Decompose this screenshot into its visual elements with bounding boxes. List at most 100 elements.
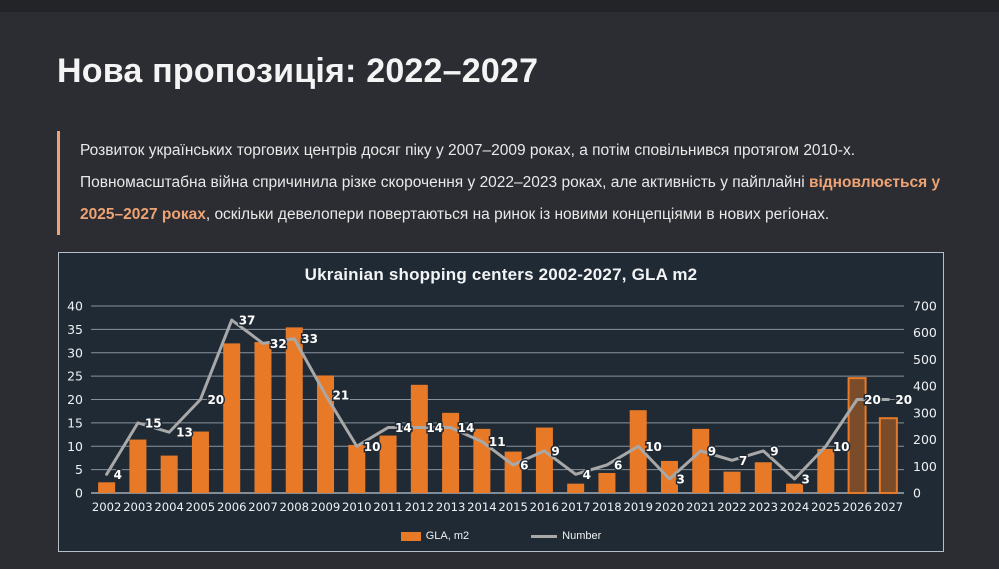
left-axis-tick: 20	[67, 392, 83, 407]
data-label: 10	[364, 440, 381, 454]
bar	[129, 439, 147, 493]
x-axis-label: 2011	[373, 500, 403, 514]
bar	[317, 375, 335, 493]
legend-label-gla: GLA, m2	[425, 530, 470, 542]
bar	[254, 342, 272, 493]
x-axis-label: 2005	[186, 500, 216, 514]
bar	[410, 384, 428, 493]
x-axis-label: 2007	[248, 500, 278, 514]
legend-item-number: Number	[531, 530, 601, 542]
bar	[285, 327, 303, 493]
x-axis-label: 2019	[623, 500, 653, 514]
bar-forecast	[878, 417, 898, 494]
data-label: 10	[833, 440, 850, 454]
right-axis-tick: 200	[913, 432, 937, 447]
data-label: 4	[114, 468, 122, 482]
data-label: 33	[301, 332, 318, 346]
x-axis-label: 2017	[561, 500, 591, 514]
data-label: 3	[676, 472, 684, 486]
intro-text: Розвиток українських торгових центрів до…	[80, 142, 940, 223]
x-axis-label: 2014	[467, 500, 497, 514]
x-axis-label: 2026	[842, 500, 872, 514]
legend-label-number: Number	[562, 530, 602, 542]
bar	[348, 444, 366, 493]
chart-legend: GLA, m2 Number	[59, 530, 943, 542]
bar	[629, 410, 647, 493]
data-label: 14	[458, 421, 475, 435]
data-label: 13	[176, 426, 193, 440]
right-axis-tick: 100	[913, 459, 937, 474]
window-top-strip	[0, 0, 999, 12]
x-axis-label: 2018	[592, 500, 622, 514]
data-label: 15	[145, 416, 162, 430]
bar-swatch-icon	[400, 531, 421, 541]
data-label: 21	[333, 388, 350, 402]
bar	[191, 431, 209, 493]
data-label: 9	[708, 444, 716, 458]
bar	[98, 482, 116, 493]
x-axis-label: 2023	[749, 500, 779, 514]
left-axis-tick: 40	[67, 299, 83, 314]
page-title: Нова пропозиція: 2022–2027	[57, 52, 539, 90]
data-label: 6	[614, 458, 622, 472]
line-swatch-icon	[531, 534, 558, 538]
bar	[504, 451, 522, 493]
intro-segment: , оскільки девелопери повертаються на ри…	[205, 206, 830, 223]
bar	[442, 412, 460, 493]
data-label: 14	[395, 421, 412, 435]
right-axis-tick: 500	[913, 352, 937, 367]
data-label: 7	[739, 454, 747, 468]
left-axis-tick: 10	[67, 439, 83, 454]
bar	[567, 483, 585, 493]
x-axis-label: 2021	[686, 500, 716, 514]
x-axis-label: 2027	[874, 500, 904, 514]
bar	[598, 472, 616, 493]
x-axis-label: 2002	[92, 500, 122, 514]
bar	[723, 471, 741, 493]
data-label: 14	[426, 421, 443, 435]
x-axis-label: 2006	[217, 500, 247, 514]
data-label: 20	[207, 393, 224, 407]
intro-paragraph: Розвиток українських торгових центрів до…	[57, 131, 941, 235]
combo-chart: 0510152025303540010020030040050060070020…	[67, 299, 937, 515]
data-label: 32	[270, 337, 287, 351]
intro-segment: Розвиток українських торгових центрів до…	[80, 142, 856, 191]
legend-item-gla: GLA, m2	[400, 530, 470, 542]
data-label: 9	[770, 444, 778, 458]
bar	[223, 343, 241, 493]
x-axis-label: 2024	[780, 500, 810, 514]
x-axis-label: 2003	[123, 500, 153, 514]
line-series	[105, 318, 890, 481]
bar-forecast	[847, 377, 867, 494]
bar	[379, 435, 397, 493]
bar	[817, 448, 835, 493]
chart-panel: Ukrainian shopping centers 2002-2027, GL…	[58, 252, 944, 552]
x-axis-label: 2012	[405, 500, 435, 514]
x-axis-label: 2020	[655, 500, 685, 514]
x-axis-label: 2010	[342, 500, 372, 514]
left-axis-tick: 15	[67, 415, 83, 430]
right-axis-tick: 400	[913, 379, 937, 394]
bar	[786, 483, 804, 493]
x-axis-label: 2025	[811, 500, 841, 514]
bar	[692, 428, 710, 493]
data-label: 9	[551, 444, 559, 458]
data-label: 6	[520, 458, 528, 472]
left-axis-tick: 30	[67, 345, 83, 360]
left-axis-tick: 35	[67, 322, 83, 337]
data-label: 4	[583, 468, 591, 482]
left-axis-tick: 5	[75, 462, 83, 477]
bar	[754, 462, 772, 493]
data-label: 10	[645, 440, 662, 454]
x-axis-label: 2016	[530, 500, 560, 514]
data-label: 20	[864, 393, 881, 407]
bar	[535, 427, 553, 493]
right-axis-tick: 0	[913, 486, 921, 501]
data-label: 37	[239, 314, 256, 328]
data-label: 11	[489, 435, 506, 449]
x-axis-label: 2013	[436, 500, 466, 514]
data-label: 20	[895, 393, 912, 407]
right-axis-tick: 600	[913, 325, 937, 340]
x-axis-label: 2022	[717, 500, 747, 514]
bar	[160, 455, 178, 493]
